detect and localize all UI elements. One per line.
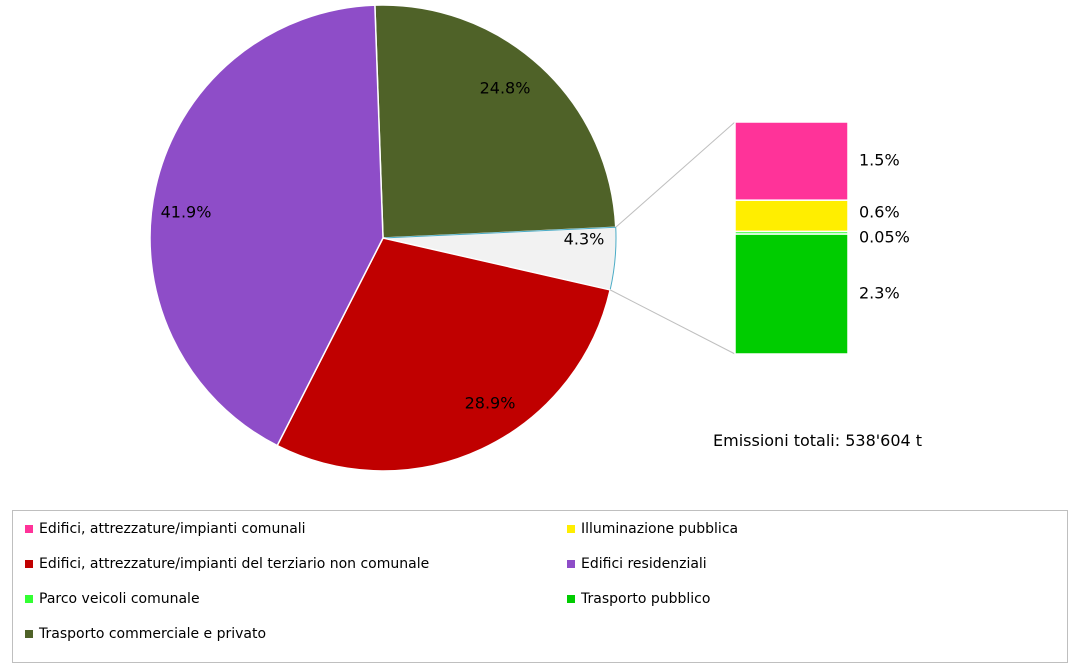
pie-slice-label: 41.9% [161, 203, 212, 222]
pie-slice-label: 24.8% [480, 79, 531, 98]
legend-item: Edifici, attrezzature/impianti comunali [25, 521, 306, 537]
legend-label: Trasporto commerciale e privato [39, 626, 266, 642]
breakdown-segment [735, 200, 848, 231]
breakdown-bar: 1.5% 0.6% 0.05% 2.3% [735, 122, 910, 354]
legend-item: Parco veicoli comunale [25, 591, 200, 607]
legend-item: Trasporto commerciale e privato [25, 626, 266, 642]
legend-label: Edifici, attrezzature/impianti del terzi… [39, 556, 429, 572]
legend-item: Edifici, attrezzature/impianti del terzi… [25, 556, 429, 572]
connector-line [616, 122, 735, 227]
legend-item: Trasporto pubblico [567, 591, 710, 607]
legend-swatch [567, 595, 575, 603]
legend-label: Trasporto pubblico [581, 591, 710, 607]
breakdown-label: 1.5% [859, 151, 900, 170]
legend-label: Illuminazione pubblica [581, 521, 738, 537]
legend-label: Edifici, attrezzature/impianti comunali [39, 521, 306, 537]
legend-swatch [25, 525, 33, 533]
breakdown-segment [735, 122, 848, 200]
pie: 24.8% 4.3% 28.9% 41.9% [150, 5, 616, 471]
legend-swatch [25, 560, 33, 568]
legend-label: Parco veicoli comunale [39, 591, 200, 607]
breakdown-label: 0.05% [859, 227, 910, 246]
legend-swatch [567, 560, 575, 568]
breakdown-label: 0.6% [859, 202, 900, 221]
pie-slice [375, 5, 616, 238]
pie-slice-label: 28.9% [465, 394, 516, 413]
legend-item: Edifici residenziali [567, 556, 707, 572]
breakdown-label: 2.3% [859, 284, 900, 303]
legend-swatch [25, 595, 33, 603]
breakdown-segment [735, 234, 848, 354]
legend-item: Illuminazione pubblica [567, 521, 738, 537]
pie-of-bar-chart: 24.8% 4.3% 28.9% 41.9% 1.5% 0.6% 0.05% 2.3% Em… [0, 0, 1072, 505]
legend-label: Edifici residenziali [581, 556, 707, 572]
connector-lines [610, 122, 735, 354]
total-emissions-label: Emissioni totali: 538'604 t [713, 431, 922, 450]
legend: Edifici, attrezzature/impianti comunali I… [12, 510, 1068, 663]
pie-slice-label: 4.3% [564, 230, 605, 249]
legend-swatch [567, 525, 575, 533]
connector-line [610, 290, 735, 354]
legend-swatch [25, 630, 33, 638]
